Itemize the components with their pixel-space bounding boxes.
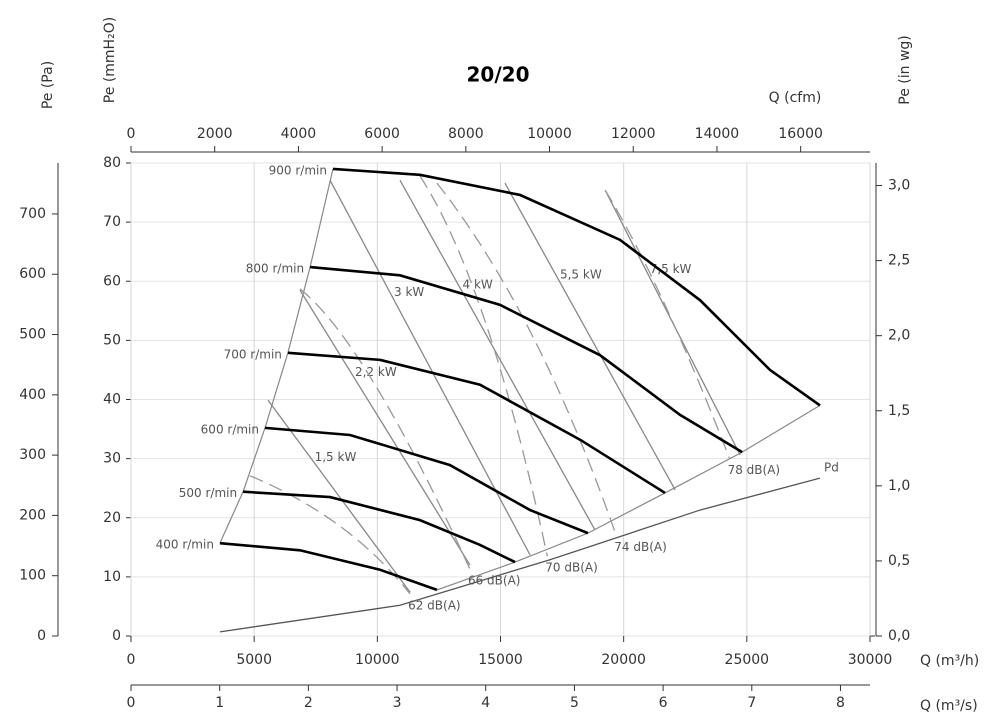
- tick-label: 5: [570, 695, 579, 711]
- boundary: [436, 404, 821, 591]
- tick-label: 700: [19, 206, 46, 222]
- speed-label: 600 r/min: [201, 422, 259, 436]
- boundary: [219, 168, 334, 544]
- tick-label: 2000: [197, 126, 233, 142]
- tick-label: 4000: [281, 126, 317, 142]
- x-tick-label: 25000: [725, 652, 770, 668]
- x-axis-label: Q (m³/h): [920, 653, 979, 669]
- y-tick-label: 10: [103, 569, 121, 585]
- y-tick-label: 0: [112, 628, 121, 644]
- speed-curve: [309, 265, 743, 454]
- pd-curve: [219, 477, 821, 633]
- noise-label: 70 dB(A): [545, 561, 598, 575]
- tick-label: 2,5: [888, 253, 910, 269]
- noise-line: [419, 175, 548, 557]
- speed-label: 700 r/min: [224, 347, 282, 361]
- tick-label: 100: [19, 568, 46, 584]
- speed-label: 400 r/min: [156, 538, 214, 552]
- y-axis-label: Pe (mmH₂O): [102, 17, 118, 103]
- tick-label: 1,0: [888, 478, 910, 494]
- tick-label: 6000: [364, 126, 400, 142]
- y-tick-label: 20: [103, 510, 121, 526]
- power-line: [299, 289, 471, 566]
- power-label: 7,5 kW: [650, 262, 692, 276]
- tick-label: 12000: [611, 126, 656, 142]
- tick-label: 2,0: [888, 328, 910, 344]
- power-label: 5,5 kW: [560, 268, 602, 282]
- axis-label: Pe (Pa): [40, 61, 56, 109]
- axis-label: Q (m³/s): [920, 698, 978, 714]
- noise-line: [604, 189, 731, 459]
- axis-label: Q (cfm): [769, 90, 822, 106]
- tick-label: 300: [19, 447, 46, 463]
- noise-label: 78 dB(A): [728, 463, 781, 477]
- power-line: [267, 399, 411, 593]
- x-tick-label: 10000: [355, 652, 400, 668]
- y-tick-label: 70: [103, 214, 121, 230]
- x-tick-label: 15000: [478, 652, 523, 668]
- power-line: [504, 182, 676, 491]
- tick-label: 6: [659, 695, 668, 711]
- pd-label: Pd: [824, 461, 839, 475]
- chart-title: 20/20: [467, 63, 530, 87]
- tick-label: 7: [747, 695, 756, 711]
- tick-label: 1: [215, 695, 224, 711]
- speed-label: 900 r/min: [269, 163, 327, 177]
- y-tick-label: 60: [103, 273, 121, 289]
- tick-label: 0,0: [888, 628, 910, 644]
- tick-label: 0: [37, 628, 46, 644]
- y-tick-label: 30: [103, 451, 121, 467]
- speed-curve: [332, 167, 821, 407]
- noise-line: [299, 288, 471, 570]
- y-tick-label: 50: [103, 332, 121, 348]
- noise-label: 66 dB(A): [468, 574, 521, 588]
- power-label: 2,2 kW: [355, 365, 397, 379]
- power-label: 4 kW: [463, 278, 493, 292]
- tick-label: 16000: [778, 126, 823, 142]
- power-label: 3 kW: [394, 285, 424, 299]
- speed-label: 800 r/min: [246, 262, 304, 276]
- tick-label: 14000: [695, 126, 740, 142]
- tick-label: 8: [836, 695, 845, 711]
- noise-label: 62 dB(A): [408, 599, 461, 613]
- axis-label: Pe (in wg): [897, 35, 913, 104]
- tick-label: 400: [19, 387, 46, 403]
- x-tick-label: 30000: [848, 652, 893, 668]
- speed-curve: [219, 541, 438, 592]
- tick-label: 0,5: [888, 553, 910, 569]
- tick-label: 1,5: [888, 403, 910, 419]
- power-label: 1,5 kW: [315, 450, 357, 464]
- speed-curve: [264, 426, 589, 535]
- tick-label: 0: [127, 695, 136, 711]
- speed-curve: [243, 490, 516, 564]
- y-tick-label: 40: [103, 392, 121, 408]
- y-tick-label: 80: [103, 155, 121, 171]
- tick-label: 3,0: [888, 178, 910, 194]
- noise-line: [436, 182, 617, 536]
- noise-label: 74 dB(A): [614, 540, 667, 554]
- speed-label: 500 r/min: [179, 486, 237, 500]
- tick-label: 4: [481, 695, 490, 711]
- tick-label: 200: [19, 507, 46, 523]
- tick-label: 10000: [527, 126, 572, 142]
- speed-curve: [287, 351, 666, 495]
- x-tick-label: 5000: [236, 652, 272, 668]
- power-line: [399, 179, 596, 531]
- x-tick-label: 20000: [601, 652, 646, 668]
- tick-label: 8000: [448, 126, 484, 142]
- x-tick-label: 0: [127, 652, 136, 668]
- tick-label: 3: [393, 695, 402, 711]
- tick-label: 600: [19, 266, 46, 282]
- tick-label: 500: [19, 327, 46, 343]
- tick-label: 2: [304, 695, 313, 711]
- tick-label: 0: [127, 126, 136, 142]
